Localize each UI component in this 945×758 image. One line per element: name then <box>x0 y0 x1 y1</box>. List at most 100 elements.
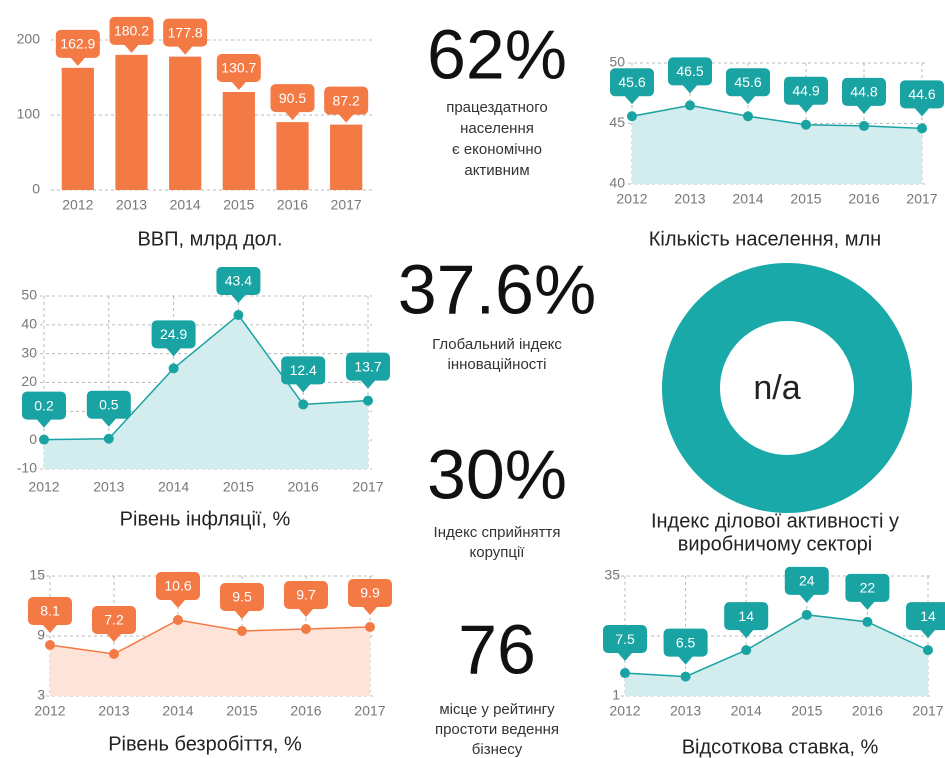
x-tick-label: 2016 <box>288 479 319 495</box>
stat-value: 37.6% <box>398 250 596 328</box>
data-label: 45.6 <box>734 74 761 90</box>
line <box>49 619 371 655</box>
x-tick-label: 2012 <box>609 703 640 719</box>
y-tick-label: 40 <box>21 316 37 332</box>
data-label: 22 <box>860 580 876 596</box>
label-bubble <box>324 86 369 123</box>
line <box>631 104 923 130</box>
y-tick-label: 9 <box>37 627 45 643</box>
point <box>45 640 55 650</box>
y-tick-label: 40 <box>609 175 625 191</box>
y-tick-label: -10 <box>17 460 37 476</box>
label-bubble <box>284 581 328 617</box>
stat-value: 76 <box>458 610 536 688</box>
label-bubble <box>151 320 196 357</box>
data-label: 180.2 <box>114 23 149 39</box>
y-tick-label: 3 <box>37 687 45 703</box>
stat-value: 30% <box>427 435 567 513</box>
data-label: 44.6 <box>908 86 935 102</box>
point <box>627 111 637 122</box>
stat-caption: бізнесу <box>472 741 523 758</box>
point <box>109 649 119 659</box>
x-tick-label: 2015 <box>223 479 254 495</box>
area <box>632 105 922 184</box>
y-tick-label: 15 <box>29 567 45 583</box>
data-label: 177.8 <box>168 24 203 40</box>
data-label: 14 <box>920 608 936 624</box>
label-bubble <box>845 573 890 610</box>
x-tick-label: 2015 <box>790 191 821 207</box>
bar <box>61 67 94 190</box>
data-label: 0.2 <box>34 397 54 413</box>
data-label: 45.6 <box>618 74 645 90</box>
x-tick-label: 2016 <box>277 197 308 213</box>
x-tick-label: 2014 <box>731 703 762 719</box>
point <box>237 626 247 636</box>
y-tick-label: 45 <box>609 114 625 130</box>
point <box>859 120 869 131</box>
donut-label: n/a <box>753 369 800 407</box>
chart-title: Рівень безробіття, % <box>108 733 302 755</box>
y-tick-label: 50 <box>609 54 625 70</box>
point <box>39 434 49 445</box>
data-label: 90.5 <box>279 90 306 106</box>
chart-title: ВВП, млрд дол. <box>137 228 282 250</box>
label-bubble <box>216 53 261 90</box>
label-bubble <box>22 391 66 428</box>
data-label: 87.2 <box>333 92 360 108</box>
data-label: 9.7 <box>296 587 316 603</box>
data-label: 44.9 <box>792 82 819 98</box>
label-bubble <box>220 583 264 619</box>
y-tick-label: 1 <box>612 687 620 703</box>
data-label: 130.7 <box>221 60 256 76</box>
data-label: 9.5 <box>232 589 252 605</box>
data-label: 13.7 <box>354 358 381 374</box>
stat-caption: активним <box>464 162 529 179</box>
line <box>43 313 369 441</box>
label-bubble <box>281 356 326 393</box>
point <box>923 645 933 656</box>
y-tick-label: 0 <box>29 431 37 447</box>
line <box>624 614 929 678</box>
stat-caption: інноваційності <box>447 356 546 373</box>
stat-caption: Глобальний індекс <box>432 336 562 353</box>
data-label: 8.1 <box>40 603 60 619</box>
label-bubble <box>86 390 131 427</box>
label-bubble <box>900 80 944 117</box>
point <box>801 609 812 620</box>
label-bubble <box>724 602 769 639</box>
chart-title: Відсоткова ставка, % <box>682 736 879 758</box>
label-bubble <box>28 597 72 633</box>
bar <box>169 56 202 191</box>
bar <box>222 91 255 190</box>
data-label: 7.5 <box>615 631 635 647</box>
point <box>173 615 183 625</box>
label-bubble <box>55 29 100 66</box>
x-tick-label: 2012 <box>616 191 647 207</box>
x-tick-label: 2017 <box>354 703 385 719</box>
chart-title: Рівень інфляції, % <box>120 508 291 530</box>
chart-title: Кількість населення, млн <box>649 228 881 250</box>
x-tick-label: 2017 <box>352 479 383 495</box>
x-tick-label: 2013 <box>670 703 701 719</box>
y-tick-label: 35 <box>604 567 620 583</box>
data-label: 46.5 <box>676 63 703 79</box>
label-bubble <box>163 18 208 55</box>
bar <box>330 124 363 190</box>
x-tick-label: 2015 <box>226 703 257 719</box>
x-tick-label: 2014 <box>732 191 763 207</box>
y-tick-label: 100 <box>17 106 41 122</box>
y-tick-label: 50 <box>21 287 37 303</box>
stat-caption: простоти ведення <box>435 721 559 738</box>
data-label: 14 <box>738 608 754 624</box>
donut-ring <box>662 263 912 513</box>
data-label: 162.9 <box>60 36 95 52</box>
label-bubble <box>348 579 392 615</box>
point <box>103 433 114 444</box>
x-tick-label: 2017 <box>331 197 362 213</box>
data-label: 10.6 <box>164 578 191 594</box>
x-tick-label: 2017 <box>912 703 943 719</box>
x-tick-label: 2016 <box>848 191 879 207</box>
label-bubble <box>156 572 200 608</box>
data-label: 12.4 <box>290 362 317 378</box>
